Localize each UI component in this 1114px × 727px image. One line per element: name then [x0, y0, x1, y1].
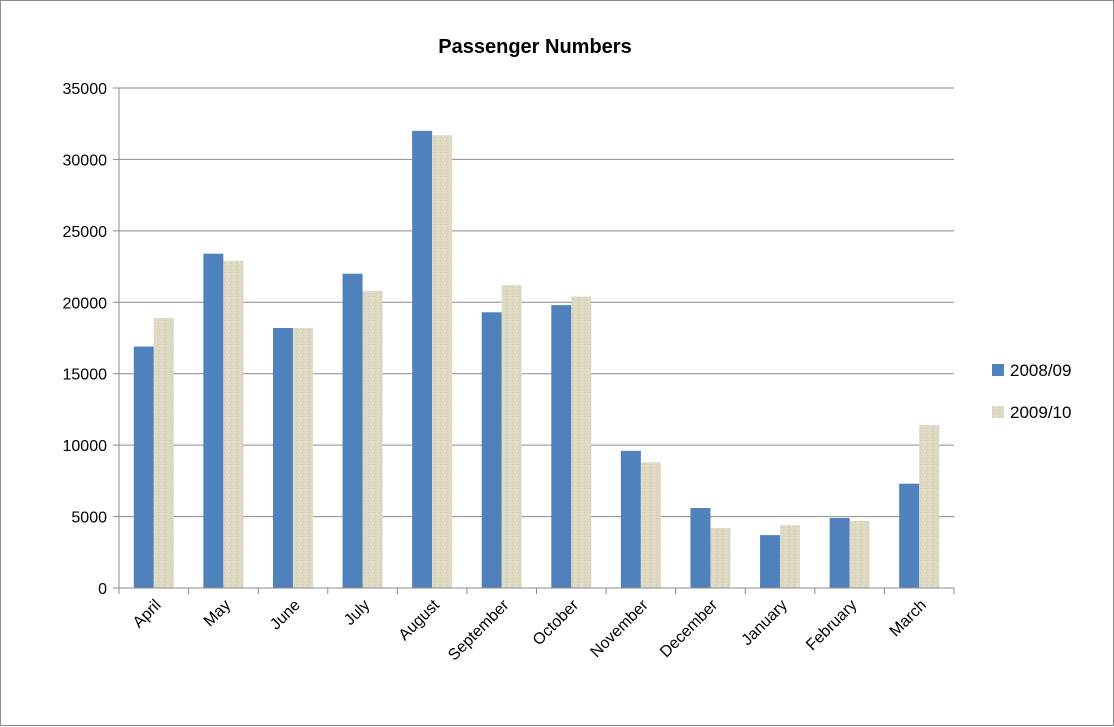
- x-tick-label: October: [530, 596, 583, 649]
- bar-series-1: [899, 483, 920, 588]
- bar-series-1: [412, 130, 433, 588]
- bar-series-2: [640, 462, 661, 588]
- bar-series-2: [849, 520, 870, 588]
- x-tick-label: May: [201, 597, 234, 630]
- bar-series-1: [481, 312, 502, 588]
- x-tick-label: July: [341, 597, 373, 629]
- x-tick-label: March: [887, 597, 930, 640]
- bars: [133, 130, 940, 588]
- bar-series-1: [829, 518, 850, 588]
- bar-series-1: [342, 273, 363, 588]
- bar-series-2: [292, 328, 313, 588]
- y-tick-label: 25000: [63, 224, 108, 241]
- bar-series-1: [203, 253, 224, 588]
- x-tick-label: June: [267, 597, 304, 634]
- bar-series-1: [133, 346, 154, 588]
- x-tick-label: February: [803, 597, 860, 654]
- y-tick-label: 0: [98, 581, 107, 598]
- legend-swatch: [992, 364, 1004, 376]
- y-tick-label: 35000: [63, 81, 108, 98]
- bar-series-2: [432, 135, 453, 588]
- x-tick-label: December: [657, 596, 722, 661]
- y-tick-label: 15000: [63, 367, 108, 384]
- bar-series-2: [780, 525, 801, 588]
- gridlines: [119, 87, 954, 518]
- legend-label: 2009/10: [1010, 403, 1071, 422]
- bar-series-2: [223, 260, 244, 588]
- x-tick-label: September: [445, 596, 513, 664]
- bar-series-2: [362, 290, 383, 588]
- bar-series-2: [919, 425, 940, 588]
- chart-title: Passenger Numbers: [438, 36, 631, 58]
- x-tick-label: August: [396, 596, 444, 644]
- bar-series-1: [551, 305, 572, 588]
- bar-series-2: [501, 285, 522, 588]
- y-tick-label: 5000: [71, 510, 107, 527]
- y-tick-label: 30000: [63, 152, 108, 169]
- x-tick-label: November: [587, 596, 652, 661]
- bar-series-1: [620, 450, 641, 588]
- bar-series-1: [690, 508, 711, 588]
- bar-series-1: [272, 328, 293, 588]
- x-tick-label: January: [739, 597, 791, 649]
- legend: 2008/09 2009/10: [992, 361, 1071, 422]
- bar-series-2: [153, 318, 174, 588]
- bar-series-2: [710, 528, 731, 588]
- x-tick-label: April: [130, 597, 165, 632]
- y-tick-label: 20000: [63, 295, 108, 312]
- y-tick-label: 10000: [63, 438, 108, 455]
- bar-series-2: [571, 296, 592, 588]
- legend-label: 2008/09: [1010, 361, 1071, 380]
- bar-series-1: [760, 535, 781, 588]
- legend-swatch: [992, 406, 1004, 418]
